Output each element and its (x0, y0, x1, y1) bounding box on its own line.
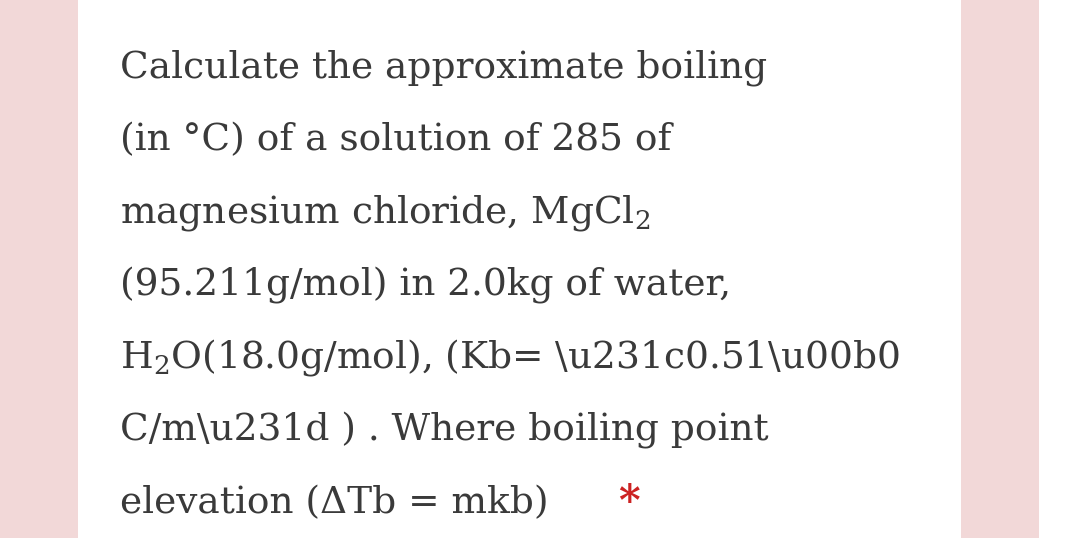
Text: (95.211g/mol) in 2.0kg of water,: (95.211g/mol) in 2.0kg of water, (120, 267, 730, 303)
Text: elevation (ΔTb = mkb): elevation (ΔTb = mkb) (120, 485, 548, 521)
Text: *: * (618, 482, 640, 524)
FancyBboxPatch shape (0, 0, 78, 538)
Text: Calculate the approximate boiling: Calculate the approximate boiling (120, 49, 767, 86)
Text: magnesium chloride, MgCl$_\mathregular{2}$: magnesium chloride, MgCl$_\mathregular{2… (120, 193, 650, 232)
Text: C/m\u231d ) . Where boiling point: C/m\u231d ) . Where boiling point (120, 412, 768, 449)
Text: H$_\mathregular{2}$O(18.0g/mol), (Kb= \u231c0.51\u00b0: H$_\mathregular{2}$O(18.0g/mol), (Kb= \u… (120, 337, 899, 378)
Text: (in °C) of a solution of 285 of: (in °C) of a solution of 285 of (120, 122, 671, 158)
FancyBboxPatch shape (961, 0, 1039, 538)
